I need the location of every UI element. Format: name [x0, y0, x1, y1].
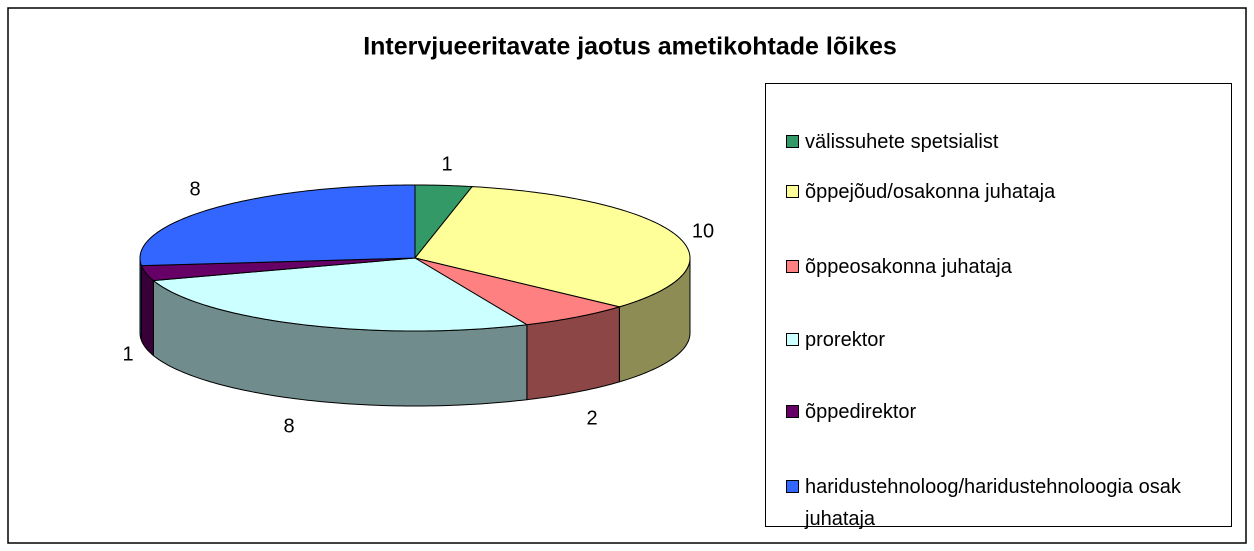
legend-entry: õppedirektor [786, 396, 1226, 428]
data-label: 1 [122, 343, 133, 365]
legend-label: välissuhete spetsialist [805, 131, 999, 153]
legend-label: prorektor [805, 329, 886, 351]
slice [414, 186, 691, 308]
legend-entry: õppejõud/osakonna juhataja [786, 176, 1226, 208]
legend-entry: haridustehnoloog/haridustehnoloogia osak… [786, 471, 1226, 535]
legend-swatch [786, 185, 799, 198]
slice-side [139, 257, 143, 341]
data-label: 8 [283, 415, 294, 437]
chart-title: Intervjueeritavate jaotus ametikohtade l… [363, 33, 897, 61]
slice [140, 257, 416, 282]
legend: välissuhete spetsialist õppejõud/osakonna… [765, 83, 1232, 530]
legend-label: õppeosakonna juhataja [805, 256, 1012, 278]
data-label: 2 [586, 407, 597, 429]
legend-label: õppejõud/osakonna juhataja [805, 181, 1056, 203]
slice [139, 184, 416, 267]
legend-swatch [786, 333, 799, 346]
legend-label: haridustehnoloog/haridustehnoloogia osak… [805, 476, 1181, 530]
legend-entry: prorektor [786, 324, 1226, 356]
legend-swatch [786, 260, 799, 273]
legend-swatch [786, 405, 799, 418]
legend-label: õppedirektor [805, 401, 917, 423]
legend-entry: õppeosakonna juhataja [786, 251, 1226, 283]
slice [152, 257, 529, 332]
legend-entry: välissuhete spetsialist [786, 126, 1226, 158]
data-label: 10 [692, 220, 714, 242]
slice [414, 257, 622, 326]
legend-swatch [786, 480, 799, 493]
data-label: 1 [441, 153, 452, 175]
legend-swatch [786, 135, 799, 148]
data-label: 8 [189, 178, 200, 200]
